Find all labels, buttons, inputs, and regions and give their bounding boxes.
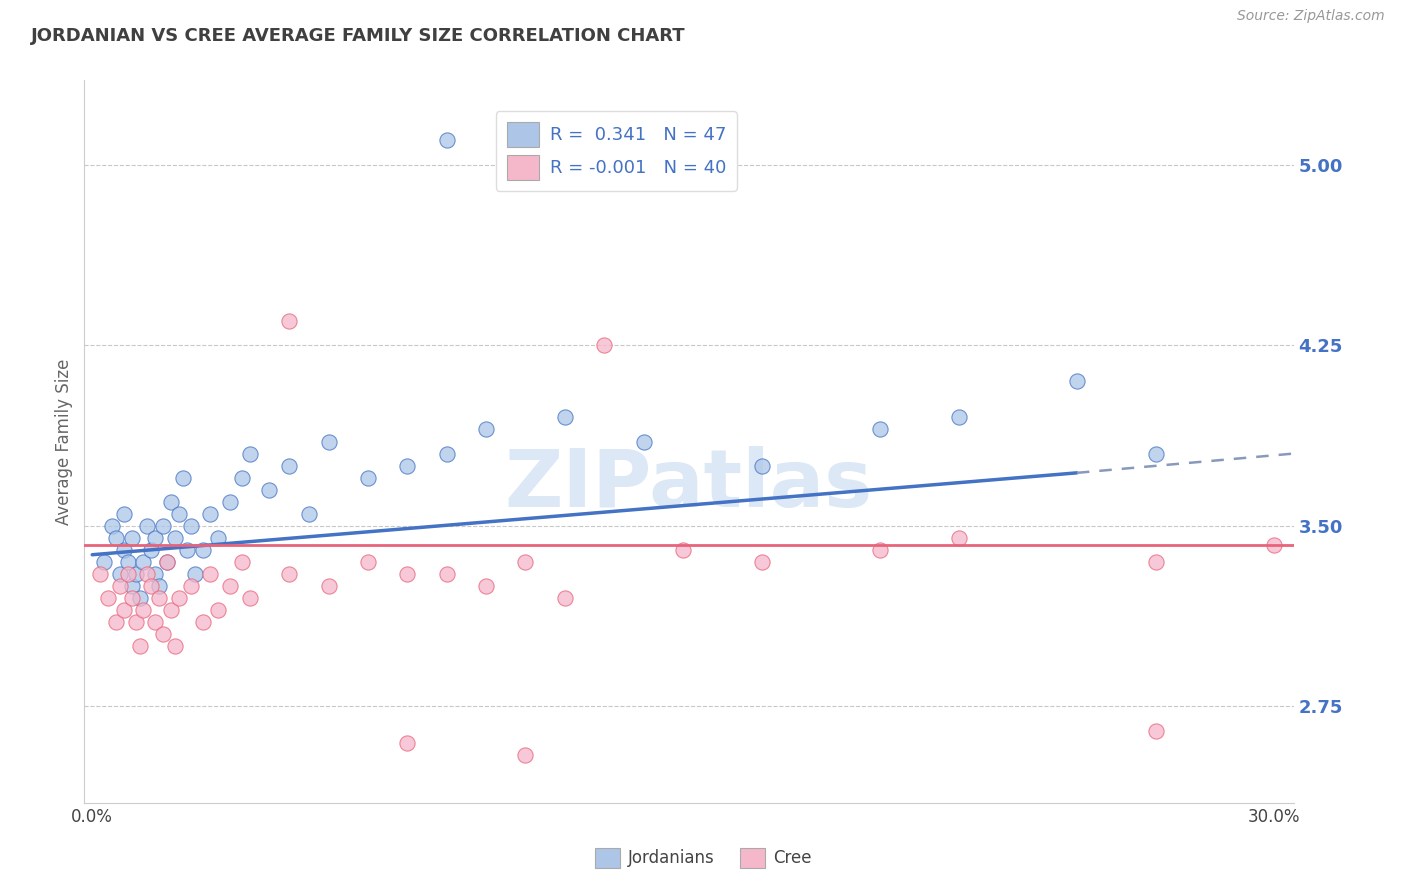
Point [231, 470, 253, 484]
Point [200, 567, 222, 582]
Point [239, 591, 262, 605]
Point [101, 519, 124, 533]
Point [191, 615, 214, 630]
Point [948, 531, 970, 545]
Text: ZIPatlas: ZIPatlas [505, 446, 873, 524]
Point [183, 567, 205, 582]
Point [357, 555, 380, 569]
Point [156, 555, 179, 569]
Point [117, 567, 139, 582]
Point [869, 423, 891, 437]
Point [207, 531, 229, 545]
Point [436, 133, 458, 147]
Point [259, 483, 281, 497]
Point [278, 458, 301, 473]
Point [396, 567, 419, 582]
Point [112, 603, 135, 617]
Point [108, 579, 131, 593]
Point [143, 567, 166, 582]
Point [1144, 446, 1167, 460]
Point [475, 579, 498, 593]
Point [143, 615, 166, 630]
Point [200, 507, 222, 521]
Point [112, 507, 135, 521]
Point [231, 555, 253, 569]
Point [239, 446, 262, 460]
Point [207, 603, 229, 617]
Point [121, 591, 143, 605]
Point [396, 735, 419, 749]
Point [124, 615, 146, 630]
Point [141, 579, 163, 593]
Point [132, 555, 155, 569]
Point [104, 615, 127, 630]
Point [219, 579, 242, 593]
Point [176, 542, 198, 557]
Point [108, 567, 131, 582]
Point [278, 567, 301, 582]
Point [117, 555, 139, 569]
Point [148, 579, 170, 593]
Point [93, 555, 115, 569]
Point [152, 627, 174, 641]
Point [128, 639, 150, 653]
Legend: R =  0.341   N = 47, R = -0.001   N = 40: R = 0.341 N = 47, R = -0.001 N = 40 [496, 111, 737, 191]
Point [104, 531, 127, 545]
Point [436, 446, 458, 460]
Point [633, 434, 655, 449]
Y-axis label: Average Family Size: Average Family Size [55, 359, 73, 524]
Point [128, 591, 150, 605]
Legend: Jordanians, Cree: Jordanians, Cree [588, 841, 818, 875]
Point [869, 542, 891, 557]
Point [160, 603, 183, 617]
Point [554, 591, 576, 605]
Point [396, 458, 419, 473]
Point [136, 567, 159, 582]
Point [163, 531, 186, 545]
Point [1263, 538, 1285, 552]
Point [751, 555, 773, 569]
Point [318, 434, 340, 449]
Point [136, 519, 159, 533]
Point [1144, 723, 1167, 738]
Point [191, 542, 214, 557]
Point [278, 314, 301, 328]
Point [318, 579, 340, 593]
Point [357, 470, 380, 484]
Point [948, 410, 970, 425]
Point [672, 542, 695, 557]
Point [180, 579, 202, 593]
Point [436, 567, 458, 582]
Point [141, 542, 163, 557]
Point [143, 531, 166, 545]
Point [121, 579, 143, 593]
Point [751, 458, 773, 473]
Text: Source: ZipAtlas.com: Source: ZipAtlas.com [1237, 9, 1385, 23]
Point [515, 747, 537, 762]
Point [121, 531, 143, 545]
Point [172, 470, 194, 484]
Point [475, 423, 498, 437]
Point [180, 519, 202, 533]
Point [124, 567, 146, 582]
Point [152, 519, 174, 533]
Point [97, 591, 120, 605]
Point [156, 555, 179, 569]
Point [515, 555, 537, 569]
Point [554, 410, 576, 425]
Text: JORDANIAN VS CREE AVERAGE FAMILY SIZE CORRELATION CHART: JORDANIAN VS CREE AVERAGE FAMILY SIZE CO… [31, 27, 686, 45]
Point [167, 507, 190, 521]
Point [1066, 375, 1088, 389]
Point [163, 639, 186, 653]
Point [160, 494, 183, 508]
Point [219, 494, 242, 508]
Point [298, 507, 321, 521]
Point [148, 591, 170, 605]
Point [593, 338, 616, 352]
Point [132, 603, 155, 617]
Point [89, 567, 111, 582]
Point [112, 542, 135, 557]
Point [167, 591, 190, 605]
Point [1144, 555, 1167, 569]
